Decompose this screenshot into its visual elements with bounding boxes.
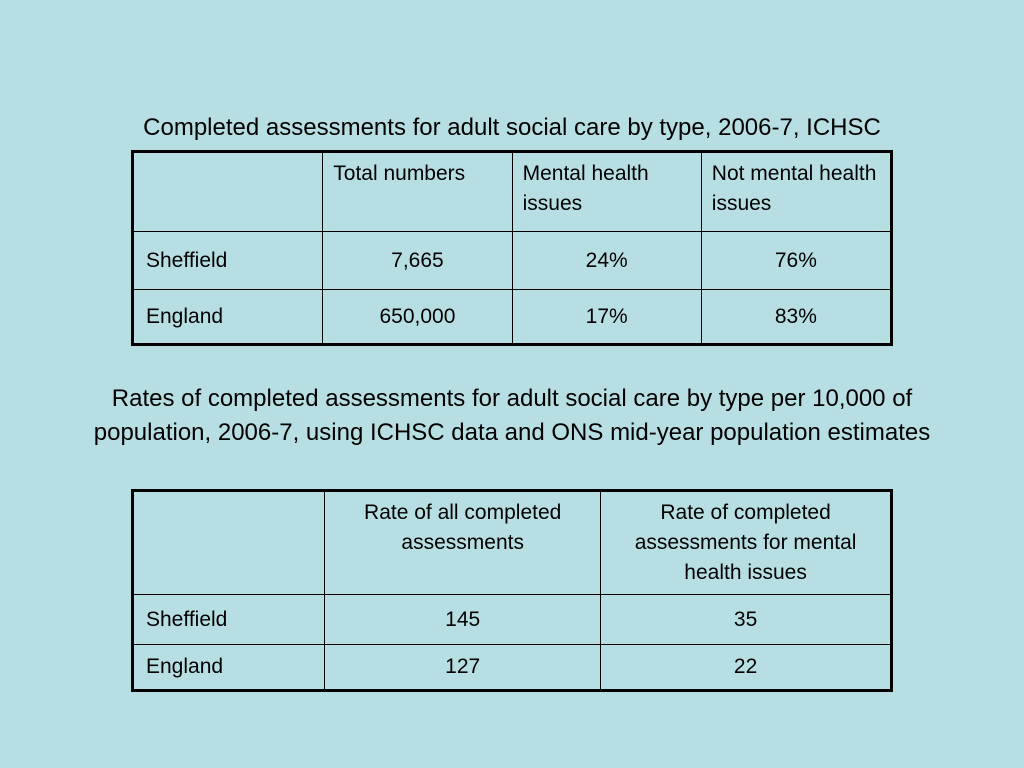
mental-health-rate-cell: 22	[600, 644, 892, 691]
table2-title: Rates of completed assessments for adult…	[93, 385, 931, 446]
assessments-by-type-table: Total numbers Mental health issues Not m…	[131, 150, 893, 346]
row-label: England	[131, 644, 326, 691]
total-numbers-cell: 7,665	[322, 231, 513, 290]
mental-health-cell: 24%	[511, 231, 702, 290]
table1-title: Completed assessments for adult social c…	[143, 114, 881, 141]
all-rate-cell: 145	[324, 594, 602, 645]
header-cell-empty	[131, 151, 324, 232]
not-mental-health-cell: 83%	[700, 289, 893, 345]
mental-health-rate-cell: 35	[600, 594, 892, 645]
all-rate-cell: 127	[324, 644, 602, 691]
table-row: England 650,000 17% 83%	[131, 289, 893, 345]
row-label: Sheffield	[131, 594, 326, 645]
table-header-row: Total numbers Mental health issues Not m…	[131, 151, 893, 232]
not-mental-health-cell: 76%	[700, 231, 893, 290]
assessment-rates-table: Rate of all completed assessments Rate o…	[131, 489, 893, 692]
header-rate-all-assessments: Rate of all completed assessments	[324, 490, 602, 595]
mental-health-cell: 17%	[511, 289, 702, 345]
row-label: Sheffield	[131, 231, 324, 290]
header-rate-mental-health-assessments: Rate of completed assessments for mental…	[600, 490, 892, 595]
row-label: England	[131, 289, 324, 345]
header-cell-empty	[131, 490, 326, 595]
header-total-numbers: Total numbers	[322, 151, 513, 232]
table-header-row: Rate of all completed assessments Rate o…	[131, 490, 892, 595]
header-mental-health-issues: Mental health issues	[511, 151, 702, 232]
total-numbers-cell: 650,000	[322, 289, 513, 345]
table-row: Sheffield 7,665 24% 76%	[131, 231, 893, 290]
table-row: England 127 22	[131, 644, 892, 691]
table-row: Sheffield 145 35	[131, 594, 892, 645]
header-not-mental-health-issues: Not mental health issues	[700, 151, 893, 232]
